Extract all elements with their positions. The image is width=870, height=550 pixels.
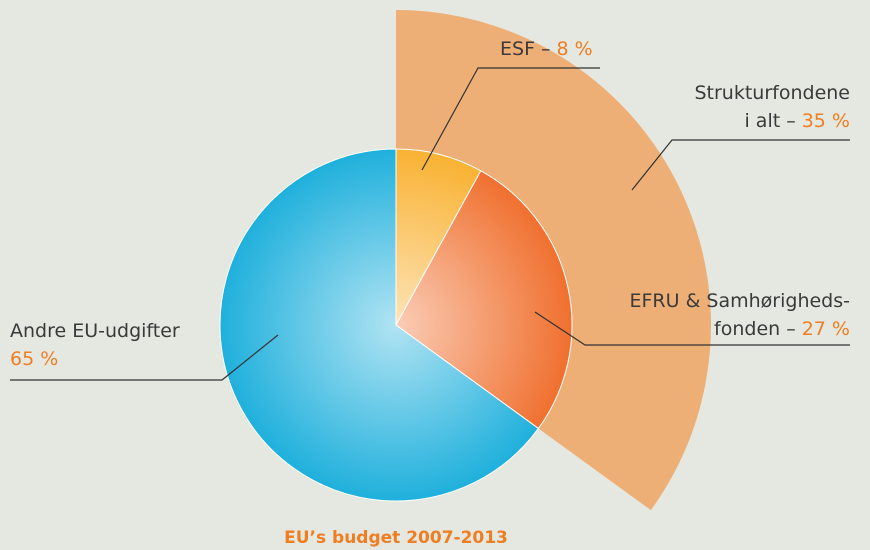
leader-line [534,311,850,346]
leader-line [421,67,600,171]
label-text: i alt – [744,110,795,132]
label-text: fonden – [714,318,796,340]
value-label: 27 % [802,318,850,340]
label-text: Andre EU-udgifter [10,320,180,342]
leader-line [631,139,850,191]
label-text: Strukturfondene [694,82,850,104]
slice-label: Strukturfondene [694,82,850,104]
slice-label: fonden – 27 % [714,318,850,340]
value-label: 8 % [557,38,593,60]
slice-label: EFRU & Samhørigheds- [629,290,850,312]
label-text: EFRU & Samhørigheds- [629,290,850,312]
value-label: 65 % [10,348,58,370]
value-label: 35 % [802,110,850,132]
leader-line [10,334,279,381]
label-text: ESF – [500,38,551,60]
slice-label: i alt – 35 % [744,110,850,132]
chart-title: EU’s budget 2007-2013 [284,528,508,548]
slice-label: ESF – 8 % [500,38,593,60]
slice-label: Andre EU-udgifter [10,320,180,342]
